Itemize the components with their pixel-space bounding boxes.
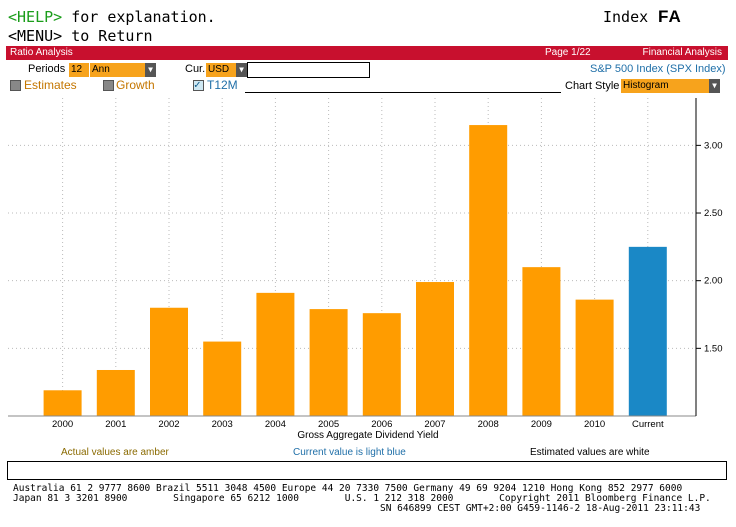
legend-current: Current value is light blue [293,447,406,458]
x-tick-label: 2008 [478,419,499,430]
periods-label: Periods [28,63,66,75]
title-bar: Ratio Analysis Page 1/22 Financial Analy… [6,46,728,60]
currency-select[interactable]: USD [206,63,236,77]
periods-input[interactable]: 12 [69,63,89,77]
y-tick-label: 3.00 [704,140,723,151]
help-key[interactable]: <HELP> [8,8,63,26]
x-axis-labels: 2000 2001 2002 2003 2004 2005 2006 2007 2008 2009… [52,419,664,430]
help-hint-text: for explanation. [62,8,216,26]
footer-contacts-1: Australia 61 2 9777 8600 Brazil 5511 304… [13,483,683,494]
y-axis-labels: 1.50 2.00 2.50 3.00 [696,140,723,354]
bar-2002[interactable] [150,307,188,416]
estimates-checkbox[interactable] [10,80,21,91]
legend-estimated: Estimated values are white [530,447,650,458]
x-tick-label: 2001 [105,419,126,430]
footer-session: SN 646899 CEST GMT+2:00 G459-1146-2 18-A… [380,503,701,514]
x-tick-label: 2002 [158,419,179,430]
help-hint: <HELP> for explanation. [8,8,216,26]
y-tick-label: 1.50 [704,343,723,354]
x-tick-label: 2006 [371,419,392,430]
chart-style-label: Chart Style [565,80,620,92]
row-divider [245,92,561,93]
page-indicator[interactable]: Page 1/22 [545,47,591,58]
x-tick-label: Current [632,419,664,430]
footer-contacts-2: Japan 81 3 3201 8900 Singapore 65 6212 1… [13,493,711,504]
x-tick-label: 2010 [584,419,605,430]
y-tick-label: 2.50 [704,208,723,219]
security-type-label: Index [603,8,649,26]
y-tick-label: 2.00 [704,276,723,287]
chart-bars [43,125,667,416]
function-code: FA [658,7,682,26]
bar-2006[interactable] [362,313,401,416]
growth-checkbox[interactable] [103,80,114,91]
menu-hint[interactable]: <MENU> to Return [8,27,153,45]
chevron-down-icon[interactable]: ▼ [145,63,156,77]
security-name[interactable]: S&P 500 Index (SPX Index) [590,63,726,75]
bar-2010[interactable] [575,299,614,416]
chevron-down-icon[interactable]: ▼ [709,79,720,93]
bar-2004[interactable] [256,292,295,416]
t12m-label: T12M [207,78,238,92]
legend-actual: Actual values are amber [61,447,169,458]
bar-current[interactable] [628,246,667,416]
x-tick-label: 2009 [531,419,552,430]
currency-label: Cur. [185,63,206,75]
bar-2000[interactable] [43,390,82,416]
screen-title: Ratio Analysis [10,47,73,58]
growth-label: Growth [116,78,155,92]
x-tick-label: 2004 [265,419,286,430]
command-line[interactable] [7,461,727,480]
x-tick-label: 2003 [212,419,233,430]
bar-2008[interactable] [469,125,508,416]
estimates-label: Estimates [24,78,77,92]
x-axis-title: Gross Aggregate Dividend Yield [297,430,439,441]
bar-2003[interactable] [203,341,242,416]
currency-extra-field[interactable] [247,62,370,78]
bar-2009[interactable] [522,267,561,416]
chart-grid [8,98,696,416]
chart-style-select[interactable]: Histogram [621,79,709,93]
x-tick-label: 2007 [424,419,445,430]
bar-2005[interactable] [309,309,348,416]
bar-2001[interactable] [96,369,135,416]
x-tick-label: 2000 [52,419,73,430]
bar-2007[interactable] [416,282,454,416]
period-type-select[interactable]: Ann [90,63,145,77]
chevron-down-icon[interactable]: ▼ [236,63,247,77]
t12m-checkbox[interactable] [193,78,204,91]
function-name: Financial Analysis [642,47,722,58]
x-tick-label: 2005 [318,419,339,430]
